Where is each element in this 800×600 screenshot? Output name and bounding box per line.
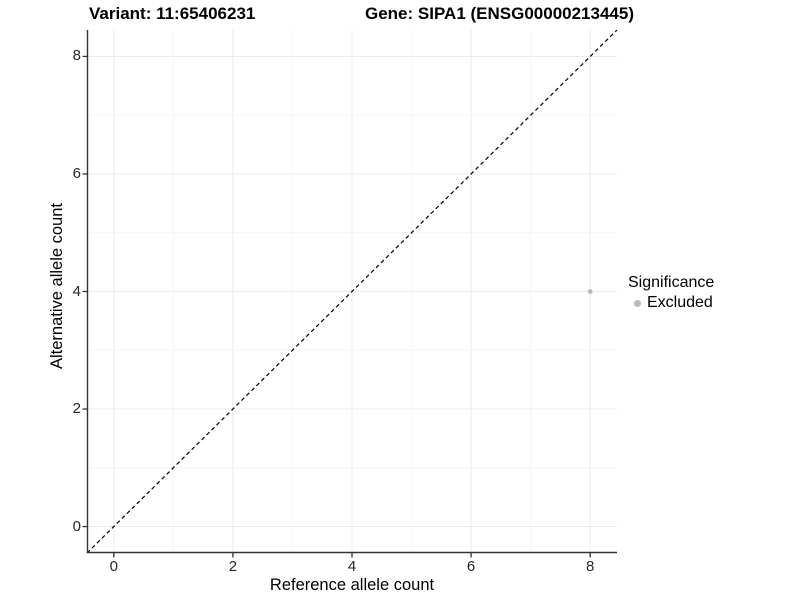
legend-title: Significance <box>628 274 715 291</box>
plot-canvas <box>82 29 618 558</box>
legend-item-label: Excluded <box>647 294 713 311</box>
x-tick-label: 4 <box>347 558 357 575</box>
data-point <box>587 289 593 294</box>
plot-title-gene: Gene: SIPA1 (ENSG00000213445) <box>365 4 634 23</box>
plot-panel <box>82 29 618 558</box>
legend-point-icon <box>633 299 641 307</box>
y-tick-label: 0 <box>72 517 81 535</box>
identity-dashed-line <box>86 29 618 554</box>
x-tick-label: 2 <box>228 558 238 575</box>
y-tick-label: 6 <box>72 164 81 182</box>
y-tick-label: 8 <box>72 47 81 65</box>
legend: Significance Excluded <box>628 272 714 313</box>
x-tick-label: 0 <box>109 558 118 575</box>
x-tick-label: 8 <box>586 558 595 575</box>
x-axis-title: Reference allele count <box>269 576 435 594</box>
legend-item: Excluded <box>630 293 714 313</box>
y-tick-label: 2 <box>72 400 81 418</box>
x-tick-label: 6 <box>466 558 476 575</box>
y-tick-label: 4 <box>72 282 81 300</box>
plot-title: Variant: 11:65406231 Gene: SIPA1 (ENSG00… <box>0 3 800 25</box>
legend-items: Excluded <box>628 293 714 313</box>
legend-key <box>630 296 644 310</box>
plot-title-variant: Variant: 11:65406231 <box>89 4 256 23</box>
